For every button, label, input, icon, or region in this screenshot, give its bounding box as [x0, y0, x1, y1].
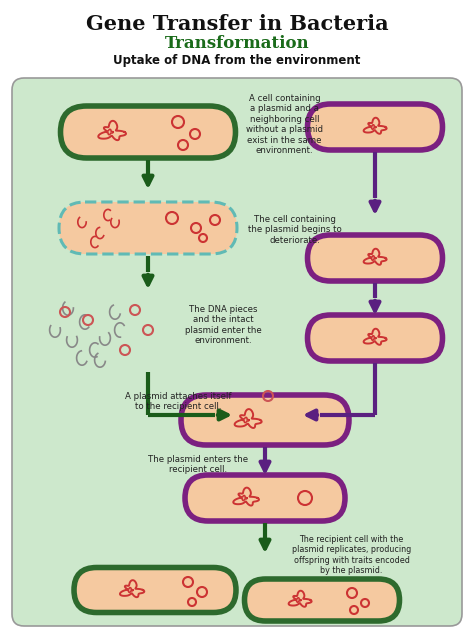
FancyBboxPatch shape: [12, 78, 462, 626]
FancyBboxPatch shape: [245, 579, 400, 621]
Text: A cell containing
a plasmid and a
neighboring cell
without a plasmid
exist in th: A cell containing a plasmid and a neighb…: [246, 94, 323, 155]
FancyBboxPatch shape: [74, 568, 236, 612]
FancyBboxPatch shape: [308, 315, 443, 361]
FancyBboxPatch shape: [308, 235, 443, 281]
Text: The plasmid enters the
recipient cell.: The plasmid enters the recipient cell.: [148, 455, 248, 475]
Text: The recipient cell with the
plasmid replicates, producing
offspring with traits : The recipient cell with the plasmid repl…: [292, 535, 411, 575]
FancyBboxPatch shape: [61, 106, 236, 158]
FancyBboxPatch shape: [59, 202, 237, 254]
Text: Transformation: Transformation: [164, 35, 310, 52]
FancyBboxPatch shape: [185, 475, 345, 521]
Text: The DNA pieces
and the intact
plasmid enter the
environment.: The DNA pieces and the intact plasmid en…: [185, 305, 262, 345]
FancyBboxPatch shape: [181, 395, 349, 445]
Text: Gene Transfer in Bacteria: Gene Transfer in Bacteria: [86, 14, 388, 34]
Text: A plasmid attaches itself
to the recipient cell.: A plasmid attaches itself to the recipie…: [125, 392, 231, 411]
FancyBboxPatch shape: [308, 104, 443, 150]
Text: Uptake of DNA from the environment: Uptake of DNA from the environment: [113, 54, 361, 67]
Text: The cell containing
the plasmid begins to
deteriorate.: The cell containing the plasmid begins t…: [248, 215, 342, 245]
